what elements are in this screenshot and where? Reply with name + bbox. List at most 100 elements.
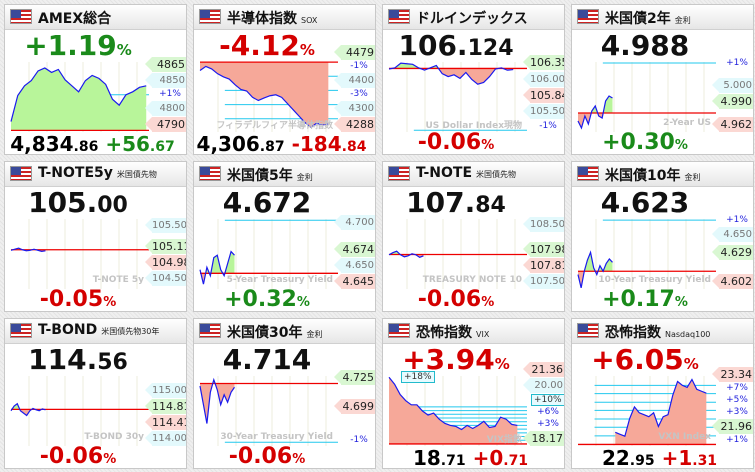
title-group: 米国債10年 金利: [605, 165, 700, 185]
price-tag-cyan: 104.50: [145, 271, 187, 286]
tile-header[interactable]: ドルインデックス: [383, 5, 564, 30]
flag-canton: [11, 324, 21, 332]
tile-title[interactable]: ドルインデックス: [416, 11, 528, 27]
market-tile[interactable]: AMEX総合 +1.19% 4,834.86 +56.67 +1% 4865 4850 48…: [4, 4, 187, 155]
us-flag-icon: [577, 9, 599, 24]
tile-header[interactable]: AMEX総合: [5, 5, 186, 30]
main-dec: 124: [467, 36, 514, 61]
tile-header[interactable]: 恐怖指数 VIX: [383, 319, 564, 344]
tile-title[interactable]: 米国債10年: [605, 168, 681, 184]
tile-header[interactable]: 恐怖指数 Nasdaq100: [572, 319, 753, 344]
flag-canton: [200, 10, 210, 18]
price-line: [10, 402, 46, 417]
change-dec: .31: [692, 453, 718, 469]
pct-change: +1.19: [24, 29, 117, 62]
title-group: 恐怖指数 VIX: [416, 322, 489, 342]
pct-change: -4.12: [219, 29, 300, 62]
market-tile[interactable]: 恐怖指数 Nasdaq100 +6.05% 22.95 +1.31 VXN Index +…: [571, 318, 754, 469]
price-line: [199, 377, 235, 424]
market-tile[interactable]: 恐怖指数 VIX +3.94% 18.71 +0.71 VIX指数 +6% +3% 21.36…: [382, 318, 565, 469]
tile-subtitle: 金利: [684, 173, 701, 182]
headline-value: +6.05%: [572, 344, 718, 380]
price-tag-cyan: 4850: [145, 73, 186, 88]
us-flag-icon: [10, 166, 32, 181]
percent-level-label: +7%: [726, 383, 748, 393]
headline-value: 4.714: [194, 344, 340, 379]
pct-unit: %: [103, 452, 117, 467]
pct-unit: %: [116, 41, 132, 59]
tile-header[interactable]: 半導体指数 SOX: [194, 5, 375, 30]
tile-title[interactable]: 米国債2年: [605, 11, 671, 27]
price-tag-red: 4.699: [334, 399, 375, 414]
tile-title[interactable]: 恐怖指数: [605, 325, 661, 341]
tile-header[interactable]: T-BOND 米国債先物30年: [5, 319, 186, 344]
tile-header[interactable]: 米国債5年 金利: [194, 162, 375, 187]
footer-value: +0.30%: [572, 132, 718, 154]
flag-canton: [200, 167, 210, 175]
tile-title[interactable]: 米国債30年: [227, 325, 303, 341]
title-group: T-BOND 米国債先物30年: [38, 322, 159, 338]
tile-header[interactable]: 米国債30年 金利: [194, 319, 375, 344]
chart-watermark: 5-Year Treasury Yield: [226, 275, 333, 285]
area-fill-above: [578, 252, 613, 272]
tile-title[interactable]: T-NOTE: [416, 165, 473, 181]
tile-title[interactable]: T-BOND: [38, 322, 98, 338]
footer-value: 22.95 +1.31: [572, 446, 747, 469]
title-group: 半導体指数 SOX: [227, 8, 317, 28]
market-tile[interactable]: T-NOTE 米国債先物 107.84 -0.06% TREASURY NOTE 10 1…: [382, 161, 565, 312]
us-flag-icon: [199, 323, 221, 338]
price-tag-green: 106.35: [523, 55, 565, 70]
footer-value: 18.71 +0.71: [383, 446, 558, 469]
market-tile[interactable]: ドルインデックス 106.124 -0.06% US Dollar Index現物 -1…: [382, 4, 565, 155]
chart-watermark: TREASURY NOTE 10: [422, 275, 522, 285]
market-tile[interactable]: 米国債2年 金利 4.988 +0.30% 2-Year US +1% 5.000 4.990…: [571, 4, 754, 155]
intraday-chart: [10, 62, 149, 132]
flag-canton: [11, 10, 21, 18]
percent-level-label: -1%: [350, 61, 368, 71]
area-fill-above: [200, 251, 235, 274]
tile-header[interactable]: T-NOTE 米国債先物: [383, 162, 564, 187]
market-tile[interactable]: 米国債5年 金利 4.672 +0.32% 5-Year Treasury Yield 4…: [193, 161, 376, 312]
market-tile[interactable]: 米国債10年 金利 4.623 +0.17% 10-Year Treasury Yiel…: [571, 161, 754, 312]
market-tile[interactable]: 米国債30年 金利 4.714 -0.06% 30-Year Treasury Yiel…: [193, 318, 376, 469]
headline-value: 107.84: [383, 187, 529, 222]
tile-header[interactable]: 米国債2年 金利: [572, 5, 753, 30]
area-fill-above: [11, 67, 147, 131]
pct-change: -0.06: [417, 130, 482, 155]
tile-title[interactable]: 半導体指数: [227, 11, 297, 27]
tile-title[interactable]: T-NOTE5y: [38, 165, 113, 181]
pct-unit: %: [292, 452, 306, 467]
pct-change: +3.94: [402, 343, 495, 376]
market-tile[interactable]: 半導体指数 SOX -4.12% 4,306.87 -184.84 フィラデルフィア半導…: [193, 4, 376, 155]
tile-title[interactable]: 米国債5年: [227, 168, 293, 184]
price-tag-cyan: 4400: [334, 73, 375, 88]
area-fill-below: [578, 113, 613, 128]
market-tile[interactable]: T-NOTE5y 米国債先物 105.00 -0.05% T-NOTE 5y 105.50…: [4, 161, 187, 312]
net-change: +1.31: [662, 446, 718, 469]
headline-value: +1.19%: [5, 30, 151, 66]
main-int: 106.: [398, 29, 468, 62]
net-change: +56.67: [105, 132, 174, 154]
price-tag-cyan: 106.00: [523, 72, 565, 87]
main-int: 4.714: [222, 343, 312, 376]
price-tag-cyan: 4.650: [712, 227, 753, 242]
price-line: [10, 67, 147, 122]
main-dec: 56: [97, 350, 128, 375]
percent-level-label: +5%: [726, 395, 748, 405]
change-int: +0: [472, 446, 504, 469]
price-tag-cyan: 108.50: [523, 217, 565, 232]
intraday-chart: [577, 62, 716, 132]
footer-value: -0.06%: [194, 446, 340, 468]
headline-value: 4.988: [572, 30, 718, 65]
change-dec: .84: [341, 139, 367, 155]
tile-header[interactable]: T-NOTE5y 米国債先物: [5, 162, 186, 187]
area-fill-above: [389, 377, 518, 444]
tile-header[interactable]: 米国債10年 金利: [572, 162, 753, 187]
market-tile[interactable]: T-BOND 米国債先物30年 114.56 -0.06% T-BOND 30y 115.…: [4, 318, 187, 469]
title-group: AMEX総合: [38, 8, 115, 28]
us-flag-icon: [10, 9, 32, 24]
flag-canton: [389, 324, 399, 332]
pct-unit: %: [494, 355, 510, 373]
tile-title[interactable]: 恐怖指数: [416, 325, 472, 341]
tile-title[interactable]: AMEX総合: [38, 11, 112, 27]
